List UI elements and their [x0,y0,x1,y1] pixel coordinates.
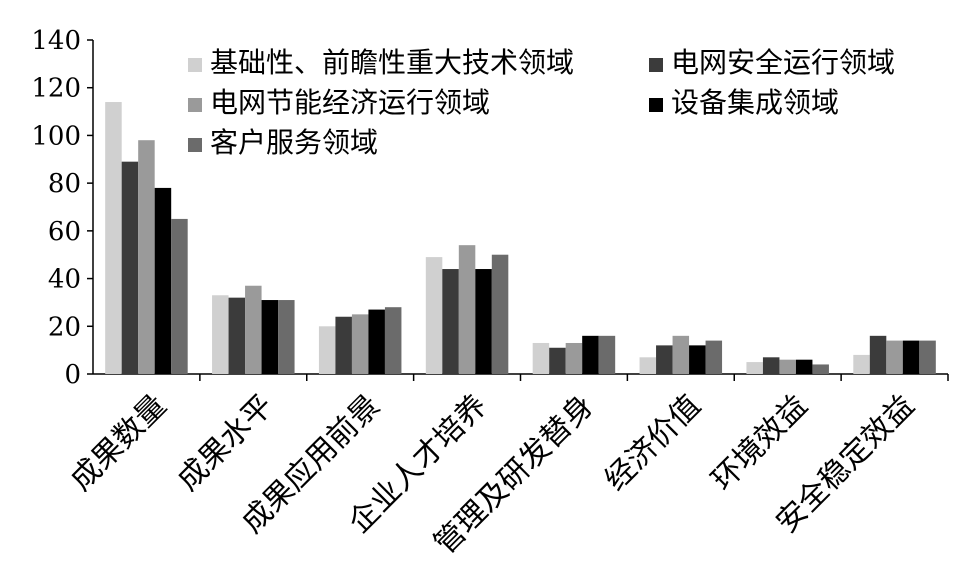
bar-3-5 [565,342,583,374]
bar-1-4 [425,257,443,374]
bar-5-2 [278,300,295,374]
y-tick-label: 140 [31,26,81,56]
y-tick-label: 20 [48,312,81,342]
bar-2-5 [549,347,566,374]
y-tick-label: 120 [31,74,81,104]
legend-swatch [649,58,663,72]
x-tick-label: 成果水平 [171,388,281,498]
bar-5-7 [812,364,829,374]
bar-2-6 [656,345,673,374]
bar-1-3 [318,326,336,374]
y-tick-label: 0 [64,360,81,390]
bar-4-7 [795,359,813,374]
x-tick-label: 成果数量 [64,388,174,498]
bar-3-8 [886,340,903,374]
x-tick-label: 环境效益 [705,388,815,498]
bar-4-8 [902,340,920,374]
chart-bars [105,102,936,375]
legend-label: 基础性、前瞻性重大技术领域 [210,46,574,79]
bar-4-3 [368,309,385,374]
bar-5-5 [598,335,616,374]
legend-swatch [188,58,202,72]
bar-4-2 [261,300,279,374]
legend-label: 客户服务领域 [210,126,378,159]
legend-swatch [188,138,202,152]
x-tick-label: 经济价值 [598,388,708,498]
bar-2-7 [762,357,780,374]
bar-3-3 [351,314,369,374]
legend-label: 电网节能经济运行领域 [210,86,490,119]
y-tick-label: 60 [48,217,81,247]
legend-label: 电网安全运行领域 [671,46,895,79]
bar-5-6 [705,340,723,374]
bar-1-7 [746,362,763,374]
bar-5-3 [384,307,402,374]
bar-3-2 [245,285,262,374]
bar-2-3 [335,316,352,374]
bar-1-6 [639,357,657,374]
bar-3-7 [779,359,796,374]
bar-3-6 [672,335,690,374]
bar-4-5 [582,335,599,374]
bar-1-8 [853,354,870,374]
legend-swatch [188,98,202,112]
chart-axes: 0 20 40 60 80 100 120 140 [31,26,949,390]
bar-2-4 [442,269,459,374]
legend-swatch [649,98,663,112]
bar-4-6 [689,345,706,374]
y-tick-label: 40 [48,265,81,295]
bar-4-1 [154,187,172,374]
y-tick-label: 100 [31,121,81,151]
bar-5-8 [919,340,936,374]
legend-label: 设备集成领域 [671,86,839,119]
bar-1-2 [212,295,229,374]
bar-5-4 [491,254,509,374]
x-axis-labels: 成果数量成果水平成果应用前景企业人才培养管理及研发替身经济价值环境效益安全稳定效… [64,388,922,561]
bar-4-4 [475,269,492,374]
bar-2-8 [869,335,887,374]
bar-1-5 [532,342,550,374]
y-tick-label: 80 [48,169,81,199]
bar-5-1 [171,218,188,374]
bar-2-1 [121,161,139,374]
bar-1-1 [105,102,122,375]
bar-2-2 [228,297,246,374]
bar-3-1 [138,140,155,374]
bar-3-4 [458,245,476,374]
